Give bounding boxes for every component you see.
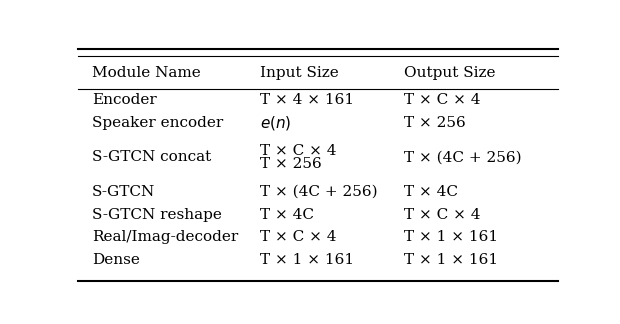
Text: T × C × 4: T × C × 4 (404, 208, 480, 222)
Text: Dense: Dense (92, 253, 140, 267)
Text: T × 1 × 161: T × 1 × 161 (260, 253, 354, 267)
Text: Output Size: Output Size (404, 65, 496, 80)
Text: Real/Imag-decoder: Real/Imag-decoder (92, 230, 238, 244)
Text: Module Name: Module Name (92, 65, 201, 80)
Text: S-GTCN: S-GTCN (92, 185, 155, 199)
Text: T × C × 4: T × C × 4 (260, 230, 337, 244)
Text: T × 256: T × 256 (260, 157, 322, 171)
Text: T × 1 × 161: T × 1 × 161 (404, 253, 498, 267)
Text: T × (4C + 256): T × (4C + 256) (404, 150, 522, 164)
Text: T × C × 4: T × C × 4 (260, 144, 337, 157)
Text: T × 1 × 161: T × 1 × 161 (404, 230, 498, 244)
Text: Input Size: Input Size (260, 65, 339, 80)
Text: Speaker encoder: Speaker encoder (92, 116, 223, 130)
Text: Encoder: Encoder (92, 93, 157, 107)
Text: T × 4C: T × 4C (260, 208, 314, 222)
Text: S-GTCN reshape: S-GTCN reshape (92, 208, 222, 222)
Text: T × 4 × 161: T × 4 × 161 (260, 93, 354, 107)
Text: T × C × 4: T × C × 4 (404, 93, 480, 107)
Text: T × 256: T × 256 (404, 116, 466, 130)
Text: T × 4C: T × 4C (404, 185, 458, 199)
Text: T × (4C + 256): T × (4C + 256) (260, 185, 378, 199)
Text: $e(n)$: $e(n)$ (260, 114, 291, 132)
Text: S-GTCN concat: S-GTCN concat (92, 150, 211, 164)
